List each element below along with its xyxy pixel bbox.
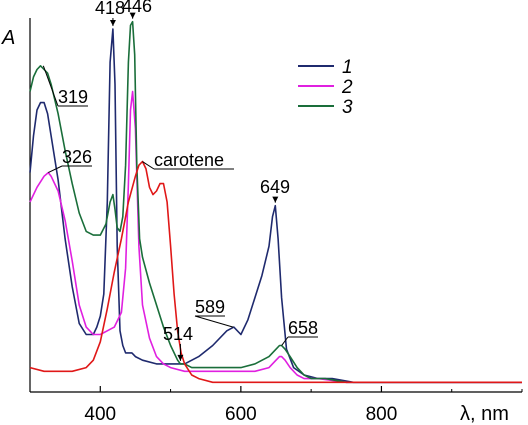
series-line-carotene	[29, 160, 522, 384]
series-line-2	[29, 90, 522, 384]
annotation-589: 589	[195, 297, 225, 317]
annotation-319: 319	[58, 87, 88, 107]
annotation-326: 326	[62, 147, 92, 167]
annotation-418: 418	[95, 0, 125, 18]
annotation-arrowhead-514	[177, 354, 184, 361]
annotation-leader-589	[194, 315, 234, 328]
annotation-649: 649	[260, 177, 290, 197]
series-line-3	[29, 20, 522, 384]
annotation-arrowhead-446	[129, 12, 136, 19]
annotation-arrowhead-649	[272, 196, 279, 203]
annotation-658: 658	[288, 318, 318, 338]
annotation-514: 514	[163, 324, 193, 344]
legend: 123	[298, 57, 353, 118]
annotation-leader-319	[42, 65, 59, 107]
annotation-arrowhead-418	[109, 20, 116, 27]
annotation-carotene: carotene	[154, 150, 224, 170]
x-axis-ticks: 400 600 800	[29, 386, 523, 425]
annotation-446: 446	[122, 0, 152, 16]
x-tick-label-600: 600	[225, 404, 257, 425]
series-line-1	[29, 28, 522, 384]
x-tick-label-800: 800	[366, 404, 398, 425]
annotation-leader-658	[281, 336, 289, 346]
legend-label-3: 3	[342, 97, 353, 118]
legend-label-2: 2	[341, 77, 353, 98]
annotation-leader-326	[48, 165, 63, 174]
legend-label-1: 1	[342, 57, 353, 78]
series-layer	[29, 20, 522, 384]
x-tick-label-400: 400	[84, 404, 116, 425]
y-axis-label: A	[1, 27, 15, 49]
x-axis-label: λ, nm	[460, 403, 509, 425]
annotation-leader-carotene	[142, 161, 155, 170]
